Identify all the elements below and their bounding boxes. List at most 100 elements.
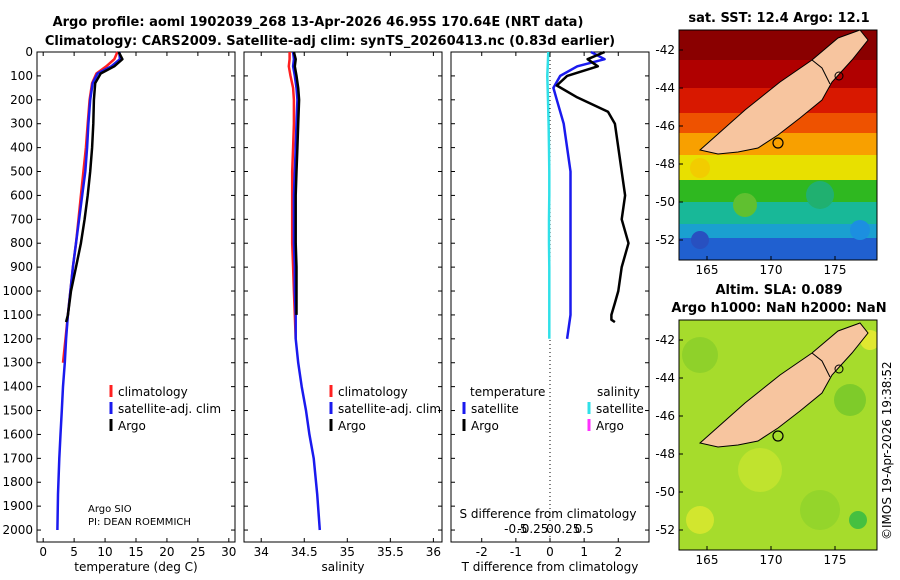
- map-y-tick-label: -46: [655, 409, 675, 423]
- map-x-tick-label: 175: [824, 553, 847, 567]
- temperature-panel: 0 5 10 15 20 25 30 0 100 200 300 400 500 600 700 800 90…: [2, 45, 236, 574]
- difference-series: [546, 50, 630, 339]
- difference-legend: temperature salinity satellite Argo sate…: [462, 385, 644, 433]
- sst-map-frame: [678, 29, 878, 261]
- series-line-salinity-satellite: [546, 51, 551, 339]
- legend-label-sal-argo: Argo: [596, 419, 624, 433]
- difference-x-label: T difference from climatology: [461, 560, 639, 574]
- y-tick-label: 500: [10, 165, 33, 179]
- y-tick-label: 1500: [2, 404, 33, 418]
- temperature-series: [56, 51, 124, 531]
- legend-title-temperature: temperature: [470, 385, 545, 399]
- y-tick-label: 0: [25, 45, 33, 59]
- map-x-tick-label: 170: [760, 553, 783, 567]
- series-line-temperature-satellite: [552, 50, 606, 339]
- difference-y-ticks: [451, 51, 649, 531]
- map-y-tick-label: -48: [655, 157, 675, 171]
- y-tick-label: 700: [10, 212, 33, 226]
- salinity-series: [287, 51, 322, 531]
- salinity-x-ticks: 34 34.5 35 35.5 36: [254, 52, 441, 559]
- map-x-tick-label: 165: [696, 553, 719, 567]
- y-tick-label: 1000: [2, 284, 33, 298]
- legend-label-climatology: climatology: [338, 385, 408, 399]
- series-line-satellite-adj-clim: [56, 51, 122, 531]
- figure-title-line1: Argo profile: aoml 1902039_268 13-Apr-20…: [53, 15, 584, 30]
- x-tick-label: 10: [97, 545, 112, 559]
- y-tick-label: 1300: [2, 356, 33, 370]
- series-line-temperature-argo: [555, 50, 630, 324]
- salinity-x-label: salinity: [321, 560, 364, 574]
- x-tick-label: 34: [254, 545, 269, 559]
- map-y-tick-label: -44: [655, 371, 675, 385]
- sla-map-title-line2: Argo h1000: NaN h2000: NaN: [671, 301, 886, 316]
- series-line-argo: [64, 51, 124, 323]
- sla-map-x-ticks: 165 170 175: [696, 546, 847, 567]
- x-tick-label: 5: [70, 545, 78, 559]
- x2-tick-label: 0: [546, 522, 554, 536]
- temperature-x-label: temperature (deg C): [74, 560, 197, 574]
- temperature-x-ticks: 0 5 10 15 20 25 30: [39, 52, 236, 559]
- y-tick-label: 1200: [2, 332, 33, 346]
- y-tick-label: 2000: [2, 523, 33, 537]
- x-tick-label: 25: [190, 545, 205, 559]
- x2-tick-label: -0.5: [504, 522, 527, 536]
- map-y-tick-label: -42: [655, 43, 675, 57]
- y-tick-label: 1800: [2, 475, 33, 489]
- x2-tick-label: 0.5: [575, 522, 594, 536]
- salinity-legend: climatology satellite-adj. clim Argo: [329, 385, 441, 433]
- legend-label-argo: Argo: [338, 419, 366, 433]
- map-y-tick-label: -50: [655, 195, 675, 209]
- x-tick-label: 15: [128, 545, 143, 559]
- sst-map-image: [679, 30, 877, 260]
- y-tick-label: 1600: [2, 427, 33, 441]
- float-position-marker-sla: [772, 430, 784, 442]
- x-tick-label: 35: [340, 545, 355, 559]
- series-line-satellite-adj-clim: [291, 51, 322, 531]
- float-position-marker: [772, 137, 784, 149]
- y-tick-label: 300: [10, 117, 33, 131]
- series-line-climatology: [287, 52, 297, 339]
- y-tick-label: 900: [10, 260, 33, 274]
- sla-map-title-line1: Altim. SLA: 0.089: [716, 283, 843, 298]
- y-tick-label: 1900: [2, 499, 33, 513]
- y-tick-label: 1700: [2, 451, 33, 465]
- legend-title-salinity: salinity: [597, 385, 640, 399]
- salinity-axes-frame: [243, 51, 443, 543]
- y-tick-label: 1100: [2, 308, 33, 322]
- difference-x2-label: S difference from climatology: [460, 507, 637, 521]
- map-y-tick-label: -44: [655, 81, 675, 95]
- salinity-y-ticks: [244, 51, 442, 531]
- annotation-pi-name: PI: DEAN ROEMMICH: [88, 517, 191, 528]
- legend-label-climatology: climatology: [118, 385, 188, 399]
- map-y-tick-label: -42: [655, 333, 675, 347]
- map-y-tick-label: -52: [655, 233, 675, 247]
- map-y-tick-label: -48: [655, 447, 675, 461]
- imos-timestamp-watermark: ©IMOS 19-Apr-2026 19:38:52: [880, 361, 894, 540]
- x-tick-label: 34.5: [291, 545, 318, 559]
- x-tick-label: 36: [426, 545, 441, 559]
- sst-map-x-ticks: 165 170 175: [696, 256, 846, 277]
- y-tick-label: 1400: [2, 380, 33, 394]
- x-tick-label: 35.5: [377, 545, 404, 559]
- difference-x-ticks: -2 -1 0 1 2: [476, 52, 622, 559]
- temperature-axes-frame: [36, 51, 236, 543]
- x-tick-label: 0: [546, 545, 554, 559]
- sla-map-panel: Altim. SLA: 0.089 Argo h1000: NaN h2000:…: [655, 283, 886, 567]
- sst-map-title: sat. SST: 12.4 Argo: 12.1: [688, 11, 869, 26]
- x-tick-label: 2: [614, 545, 622, 559]
- series-line-argo: [292, 51, 301, 315]
- legend-label-satellite-clim: satellite-adj. clim: [118, 402, 221, 416]
- annotation-argo-sio: Argo SIO: [88, 504, 132, 515]
- sla-map-y-ticks: -42 -44 -46 -48 -50 -52: [655, 333, 683, 537]
- salinity-panel: 34 34.5 35 35.5 36 salinity climatology sate…: [243, 51, 443, 574]
- legend-label-satellite-clim: satellite-adj. clim: [338, 402, 441, 416]
- map-y-tick-label: -52: [655, 523, 675, 537]
- x-tick-label: 0: [39, 545, 47, 559]
- x-tick-label: -1: [510, 545, 522, 559]
- y-tick-label: 800: [10, 236, 33, 250]
- map-x-tick-label: 165: [696, 263, 719, 277]
- temperature-legend: climatology satellite-adj. clim Argo: [109, 385, 221, 433]
- legend-label-argo: Argo: [118, 419, 146, 433]
- difference-salinity-x-ticks: -0.5-0.250 0.250.5: [504, 522, 594, 536]
